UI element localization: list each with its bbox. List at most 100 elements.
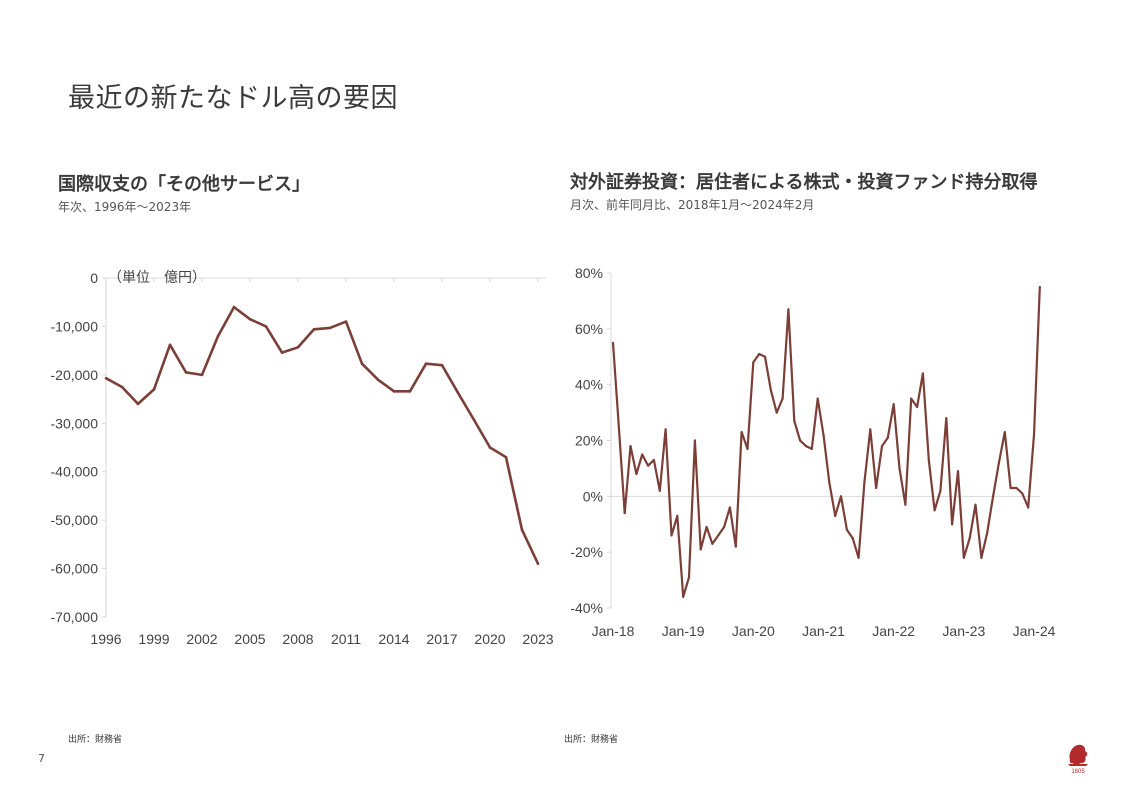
chart2-data-point	[752, 361, 755, 364]
chart1-x-tick-label: 1999	[138, 631, 169, 647]
chart1-plot: 0 -10,000 -20,000 -30,000 -40,000 -50,000 -60,…	[51, 269, 554, 647]
chart2-data-point	[670, 534, 673, 537]
chart2-data-point	[834, 514, 837, 517]
chart1-series-line	[105, 305, 540, 565]
chart2-data-point	[617, 425, 620, 428]
chart1-title: 国際収支の「その他サービス」	[58, 174, 310, 195]
chart2-data-point	[945, 417, 948, 420]
chart1-x-tick-label: 2023	[522, 631, 553, 647]
chart2-data-point	[664, 428, 667, 431]
chart2-data-point	[728, 506, 732, 509]
chart1-x-tick-label: 2014	[378, 631, 409, 647]
chart1-data-point	[152, 388, 156, 391]
chart2-data-point	[804, 444, 808, 448]
chart2-data-point	[816, 397, 819, 400]
chart2-data-point	[1003, 431, 1006, 434]
chart1-x-tick-label: 2011	[331, 631, 361, 647]
chart1-subtitle: 年次、1996年～2023年	[58, 200, 192, 214]
chart1-data-point	[376, 378, 380, 382]
chart2-data-point	[693, 439, 696, 442]
chart1-data-point	[520, 528, 524, 532]
chart2-data-point	[652, 458, 656, 462]
chart2-data-point	[822, 433, 825, 437]
chart2-data-point	[839, 495, 843, 498]
chart2-data-point	[646, 464, 650, 467]
chart2-data-point	[968, 537, 971, 540]
chart2-data-point	[1038, 285, 1041, 289]
chart2-data-point	[758, 352, 761, 356]
chart1-data-point	[216, 334, 220, 338]
chart1-data-point	[232, 305, 236, 309]
chart1-data-point	[280, 351, 284, 354]
chart2-x-tick-label: Jan-21	[802, 623, 845, 639]
chart1-data-point	[200, 373, 204, 377]
chart1-data-point	[488, 446, 492, 449]
chart2-data-point	[845, 528, 848, 531]
chart2-data-point	[787, 308, 790, 311]
chart2-data-point	[717, 534, 720, 537]
chart2-data-point	[991, 495, 995, 498]
chart2-data-point	[915, 405, 919, 409]
chart2-data-point	[880, 444, 884, 448]
chart2-data-point	[956, 470, 960, 473]
chart1-data-point	[296, 345, 300, 349]
chart1-y-tick-label: -40,000	[51, 464, 99, 480]
chart2-data-point	[857, 556, 860, 559]
chart2-data-point	[687, 576, 691, 579]
chart2-data-point	[769, 389, 772, 392]
chart1-data-point	[328, 326, 332, 330]
chart2-x-tick-label: Jan-18	[592, 623, 635, 639]
chart2-data-point	[793, 419, 796, 423]
chart1-data-point	[120, 385, 124, 389]
chart1-x-tick-label: 2020	[474, 631, 505, 647]
chart2-data-point	[635, 472, 638, 476]
company-logo: 1805	[1064, 740, 1092, 774]
chart2-data-point	[641, 453, 644, 456]
chart2-data-point	[875, 486, 878, 490]
chart1-data-point	[536, 562, 540, 566]
chart1-x-tick-label: 1996	[90, 631, 121, 647]
chart2-y-tick-label: -40%	[570, 600, 603, 616]
chart1-data-point	[392, 390, 396, 393]
chart1-x-tick-label: 2008	[282, 631, 313, 647]
chart2-data-point	[722, 525, 726, 529]
chart1-data-point	[344, 320, 348, 323]
chart2-data-point	[997, 461, 1001, 464]
chart1-y-tick-label: -30,000	[51, 415, 99, 431]
chart2-data-point	[1021, 492, 1024, 495]
chart2-data-point	[828, 481, 831, 484]
chart2-data-point	[951, 523, 954, 526]
chart2-data-point	[775, 411, 778, 414]
chart2-data-point	[658, 489, 661, 492]
chart2-data-point	[863, 481, 866, 484]
chart1-y-tick-label: -20,000	[51, 367, 99, 383]
chart2-data-point	[933, 509, 936, 512]
chart2-y-tick-label: -20%	[570, 544, 603, 560]
chart2-data-point	[1015, 486, 1018, 490]
chart2-data-point	[898, 467, 901, 470]
chart2-x-tick-label: Jan-20	[732, 623, 775, 639]
chart2-y-tick-label: 40%	[575, 377, 603, 393]
chart1-source: 出所：財務省	[68, 735, 123, 745]
chart2-x-tick-label: Jan-22	[872, 623, 915, 639]
chart1-data-point	[440, 363, 444, 367]
chart2-data-point	[851, 537, 854, 540]
chart2-y-tick-label: 60%	[575, 321, 603, 337]
chart2-data-point	[705, 525, 708, 529]
chart1-data-point	[472, 418, 476, 422]
chart2-x-tick-label: Jan-23	[942, 623, 985, 639]
chart1-x-tick-label: 2017	[426, 631, 457, 647]
chart2-data-point	[711, 542, 714, 545]
chart1-data-point	[504, 455, 508, 459]
chart1-data-point	[408, 390, 412, 393]
chart2-data-point	[886, 436, 889, 439]
chart2-data-point	[781, 397, 784, 400]
chart1-data-point	[104, 376, 108, 380]
chart2-y-tick-label: 80%	[575, 265, 603, 281]
chart2-data-point	[734, 545, 737, 548]
chart2-data-point	[746, 447, 749, 450]
chart1-y-tick-label: -10,000	[51, 318, 99, 334]
chart2-data-point	[986, 531, 989, 534]
chart2-y-tick-label: 20%	[575, 433, 603, 449]
